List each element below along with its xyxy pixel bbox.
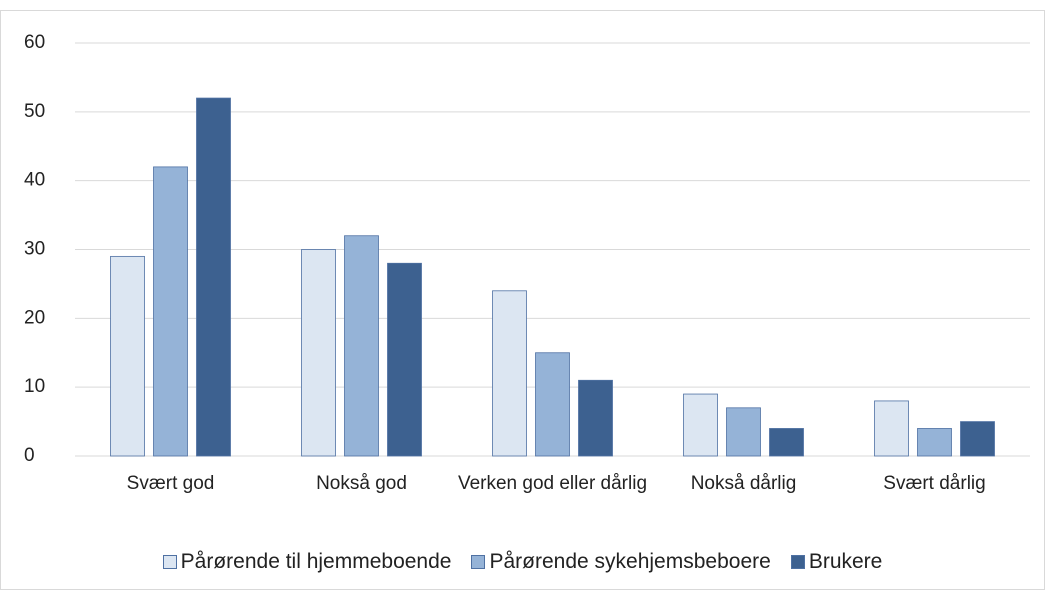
bar [960,421,995,457]
bar [153,166,188,457]
bar [110,255,145,457]
legend-label: Pårørende til hjemmeboende [180,550,452,573]
legend-label: Brukere [808,550,883,573]
legend-swatch [162,555,177,569]
bar [578,379,613,457]
y-tick-label: 50 [24,101,45,122]
x-tick-label: Svært dårlig [883,473,986,494]
x-tick-label: Verken god eller dårlig [457,473,648,494]
y-tick-label: 30 [24,239,45,260]
legend-swatch [790,555,805,569]
legend: Pårørende til hjemmeboende Pårørende syke… [0,550,1045,574]
chart-border [0,10,1045,590]
y-tick-label: 60 [24,32,45,53]
bar [535,352,570,457]
x-tick-label: Nokså dårlig [690,473,797,494]
legend-item: Pårørende sykehjemsbeboere [471,550,771,574]
y-tick-label: 10 [24,376,45,397]
legend-item: Pårørende til hjemmeboende [162,550,452,574]
legend-item: Brukere [790,550,883,574]
bar [726,407,761,457]
x-tick-label: Svært god [126,473,215,494]
legend-label: Pårørende sykehjemsbeboere [489,550,771,573]
bar [301,249,336,457]
bar [683,393,718,457]
bar [387,262,422,457]
legend-swatch [471,555,486,569]
x-tick-label: Nokså god [316,473,407,494]
bar [917,428,952,457]
bar [874,400,909,457]
bar [196,97,231,457]
y-tick-label: 20 [24,307,45,328]
y-tick-label: 40 [24,170,45,191]
bar [769,428,804,457]
bar [492,290,527,457]
bar [344,235,379,457]
y-tick-label: 0 [24,445,35,466]
